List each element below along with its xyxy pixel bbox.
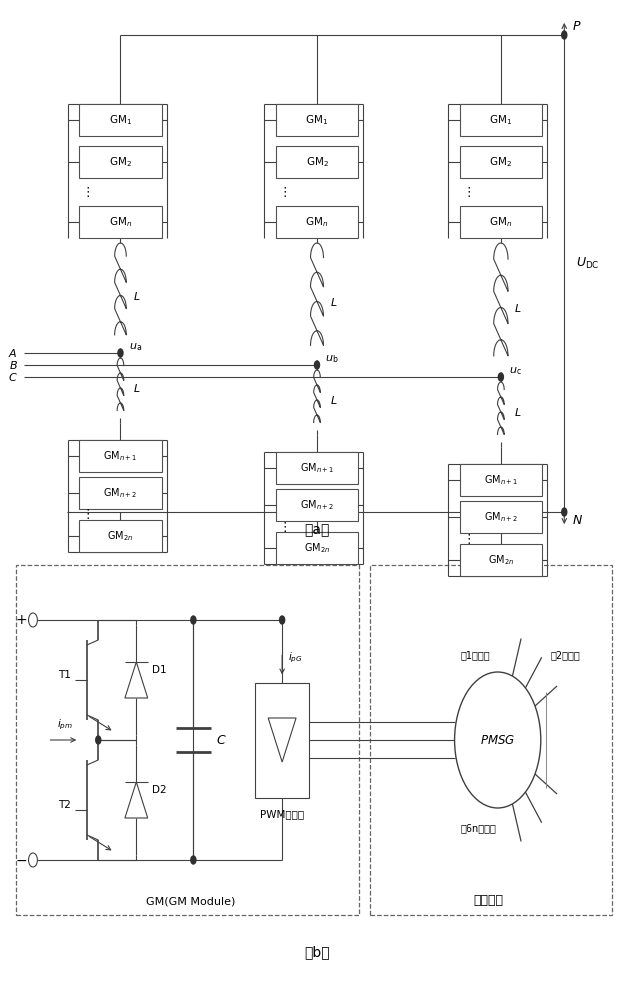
Text: $\mathrm{GM}_n$: $\mathrm{GM}_n$ <box>306 215 328 229</box>
FancyBboxPatch shape <box>79 440 162 472</box>
Text: $\vdots$: $\vdots$ <box>81 507 90 521</box>
Text: $\mathrm{GM}_2$: $\mathrm{GM}_2$ <box>306 155 328 169</box>
Polygon shape <box>125 662 148 698</box>
FancyBboxPatch shape <box>79 520 162 552</box>
FancyBboxPatch shape <box>79 104 162 136</box>
Text: $L$: $L$ <box>514 302 521 314</box>
FancyBboxPatch shape <box>276 489 358 521</box>
Text: $\mathrm{GM}_{n+1}$: $\mathrm{GM}_{n+1}$ <box>484 473 518 487</box>
FancyBboxPatch shape <box>460 206 542 238</box>
Text: D1: D1 <box>152 665 167 675</box>
Circle shape <box>191 856 196 864</box>
Circle shape <box>118 349 123 357</box>
Text: 第2组绕组: 第2组绕组 <box>550 650 580 660</box>
Text: $\mathrm{GM}_{n+2}$: $\mathrm{GM}_{n+2}$ <box>103 486 138 500</box>
Text: $i_{pG}$: $i_{pG}$ <box>288 650 303 665</box>
FancyBboxPatch shape <box>370 565 612 915</box>
Text: $u_{\mathrm{c}}$: $u_{\mathrm{c}}$ <box>509 365 522 377</box>
FancyBboxPatch shape <box>276 452 358 484</box>
Text: +: + <box>16 613 27 627</box>
Text: PWM整流器: PWM整流器 <box>260 810 304 820</box>
FancyBboxPatch shape <box>276 104 358 136</box>
Text: $\mathrm{GM}_n$: $\mathrm{GM}_n$ <box>109 215 132 229</box>
FancyBboxPatch shape <box>255 682 309 798</box>
Text: $L$: $L$ <box>330 296 337 308</box>
Text: $N$: $N$ <box>572 514 583 526</box>
Circle shape <box>314 361 320 369</box>
Text: $u_{\mathrm{a}}$: $u_{\mathrm{a}}$ <box>129 341 142 353</box>
FancyBboxPatch shape <box>79 146 162 178</box>
Circle shape <box>29 853 37 867</box>
Text: $\mathrm{GM}_{2n}$: $\mathrm{GM}_{2n}$ <box>488 553 514 567</box>
Text: $\mathrm{GM}_{n+1}$: $\mathrm{GM}_{n+1}$ <box>300 461 334 475</box>
FancyBboxPatch shape <box>460 104 542 136</box>
Text: 第6n组绕组: 第6n组绕组 <box>461 823 497 833</box>
Text: $L$: $L$ <box>514 406 521 418</box>
Text: $\mathit{A}$: $\mathit{A}$ <box>8 347 18 359</box>
Text: $\mathrm{GM}_2$: $\mathrm{GM}_2$ <box>489 155 512 169</box>
Circle shape <box>562 31 567 39</box>
Text: $\mathrm{GM}_n$: $\mathrm{GM}_n$ <box>489 215 512 229</box>
FancyBboxPatch shape <box>276 532 358 564</box>
Circle shape <box>29 613 37 627</box>
FancyBboxPatch shape <box>16 565 359 915</box>
Text: $\vdots$: $\vdots$ <box>278 185 287 199</box>
Text: $L$: $L$ <box>133 290 141 302</box>
Text: GM(GM Module): GM(GM Module) <box>146 897 235 907</box>
Text: $\mathrm{GM}_2$: $\mathrm{GM}_2$ <box>109 155 132 169</box>
Text: $\mathrm{GM}_1$: $\mathrm{GM}_1$ <box>306 113 328 127</box>
Text: $\mathit{B}$: $\mathit{B}$ <box>9 359 18 371</box>
Text: $\mathrm{GM}_{2n}$: $\mathrm{GM}_{2n}$ <box>107 529 134 543</box>
FancyBboxPatch shape <box>460 146 542 178</box>
FancyBboxPatch shape <box>460 464 542 496</box>
Text: $\vdots$: $\vdots$ <box>462 185 470 199</box>
Circle shape <box>96 736 101 744</box>
Polygon shape <box>125 782 148 818</box>
Text: $\mathrm{GM}_{2n}$: $\mathrm{GM}_{2n}$ <box>304 541 330 555</box>
Text: 第1组绕组: 第1组绕组 <box>461 650 491 660</box>
FancyBboxPatch shape <box>79 477 162 509</box>
Text: $-$: $-$ <box>15 853 28 867</box>
Circle shape <box>280 616 285 624</box>
Text: D2: D2 <box>152 785 167 795</box>
Polygon shape <box>268 718 296 762</box>
Text: $L$: $L$ <box>330 394 337 406</box>
Text: $u_{\mathrm{b}}$: $u_{\mathrm{b}}$ <box>325 353 339 365</box>
Text: $\mathit{C}$: $\mathit{C}$ <box>8 371 18 383</box>
Text: $\vdots$: $\vdots$ <box>278 519 287 533</box>
Text: $\mathrm{GM}_{n+2}$: $\mathrm{GM}_{n+2}$ <box>484 510 518 524</box>
FancyBboxPatch shape <box>276 206 358 238</box>
Text: $\mathrm{GM}_1$: $\mathrm{GM}_1$ <box>109 113 132 127</box>
Text: $C$: $C$ <box>216 734 226 746</box>
FancyBboxPatch shape <box>460 544 542 576</box>
Text: $L$: $L$ <box>133 382 141 394</box>
FancyBboxPatch shape <box>79 206 162 238</box>
Text: $\mathit{PMSG}$: $\mathit{PMSG}$ <box>480 734 515 746</box>
Text: T1: T1 <box>58 670 71 680</box>
Text: 多相电机: 多相电机 <box>473 894 503 907</box>
Circle shape <box>455 672 541 808</box>
Circle shape <box>191 616 196 624</box>
Text: $\vdots$: $\vdots$ <box>462 532 470 546</box>
Circle shape <box>562 508 567 516</box>
Text: $\mathrm{GM}_{n+1}$: $\mathrm{GM}_{n+1}$ <box>103 449 138 463</box>
Text: $i_{pm}$: $i_{pm}$ <box>57 718 73 732</box>
Text: T2: T2 <box>58 800 71 810</box>
Text: $\mathrm{GM}_{n+2}$: $\mathrm{GM}_{n+2}$ <box>300 498 334 512</box>
FancyBboxPatch shape <box>460 501 542 533</box>
Text: $U_{\mathrm{DC}}$: $U_{\mathrm{DC}}$ <box>576 256 599 271</box>
Text: $\vdots$: $\vdots$ <box>81 185 90 199</box>
Circle shape <box>498 373 503 381</box>
FancyBboxPatch shape <box>276 146 358 178</box>
Text: $\mathrm{GM}_1$: $\mathrm{GM}_1$ <box>489 113 512 127</box>
Text: （b）: （b） <box>304 945 330 959</box>
Text: （a）: （a） <box>304 523 330 537</box>
Text: $P$: $P$ <box>572 20 581 33</box>
